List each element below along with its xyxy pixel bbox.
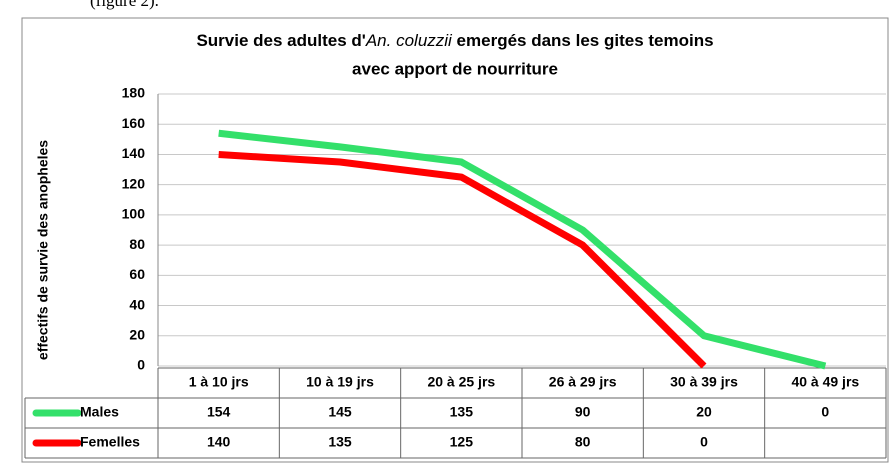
- table-value: 145: [328, 404, 352, 420]
- x-tick-label: 40 à 49 jrs: [791, 374, 859, 390]
- page-text: (figure 2).: [90, 0, 159, 10]
- x-tick-label: 26 à 29 jrs: [549, 374, 617, 390]
- table-value: 154: [207, 404, 231, 420]
- table-value: 90: [575, 404, 591, 420]
- y-tick-label: 120: [122, 175, 146, 191]
- x-tick-label: 30 à 39 jrs: [670, 374, 738, 390]
- table-value: 140: [207, 434, 231, 450]
- y-tick-label: 100: [122, 206, 146, 222]
- x-tick-label: 10 à 19 jrs: [306, 374, 374, 390]
- chart-title: Survie des adultes d'An. coluzzii emergé…: [196, 31, 713, 50]
- y-tick-label: 140: [122, 145, 146, 161]
- title-part: emergés dans les gites temoins: [452, 31, 714, 50]
- y-tick-label: 180: [122, 85, 146, 101]
- x-tick-label: 1 à 10 jrs: [189, 374, 249, 390]
- table-value: 135: [450, 404, 474, 420]
- title-part: Survie des adultes d': [196, 31, 365, 50]
- table-value: 80: [575, 434, 591, 450]
- legend-label: Femelles: [80, 434, 140, 450]
- y-tick-label: 40: [129, 296, 145, 312]
- table-value: 0: [700, 434, 708, 450]
- chart-subtitle: avec apport de nourriture: [352, 59, 558, 78]
- title-italic: An. coluzzii: [365, 31, 453, 50]
- chart-frame: [21, 17, 889, 463]
- y-tick-label: 20: [129, 326, 145, 342]
- y-tick-label: 80: [129, 236, 145, 252]
- y-tick-label: 0: [137, 357, 145, 373]
- series-line: [218, 150, 707, 369]
- table-value: 20: [696, 404, 712, 420]
- series-line: [218, 129, 827, 370]
- table-value: 125: [450, 434, 474, 450]
- y-tick-label: 60: [129, 266, 145, 282]
- table-value: 135: [328, 434, 352, 450]
- y-tick-label: 160: [122, 115, 146, 131]
- table-value: 0: [821, 404, 829, 420]
- x-tick-label: 20 à 25 jrs: [427, 374, 495, 390]
- y-axis-label: effectifs de survie des anopheles: [35, 140, 51, 360]
- legend-label: Males: [80, 404, 119, 420]
